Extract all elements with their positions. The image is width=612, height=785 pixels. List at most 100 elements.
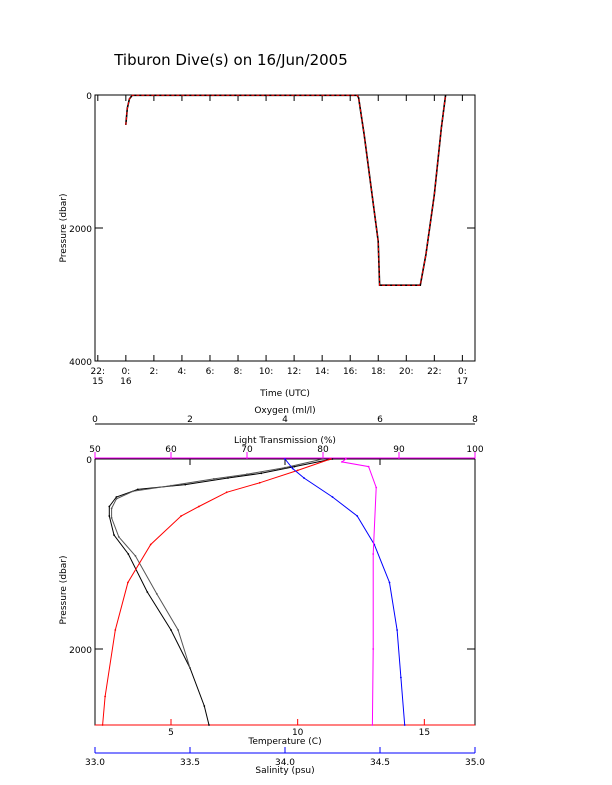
p1-xlabel: Time (UTC) <box>259 389 310 399</box>
temperature-tick-label: 10 <box>292 728 304 738</box>
oxygen-profile-point <box>212 478 215 480</box>
oxygen-profile-point <box>115 496 118 498</box>
temperature-profile-point <box>180 515 183 517</box>
oxygen-profile-point <box>127 553 130 555</box>
oxygen-profile-point <box>155 593 158 595</box>
temperature-profile-point <box>104 695 106 698</box>
light_transmission-profile-point <box>344 458 347 460</box>
p1-x-tick-label: 0: <box>121 367 130 377</box>
oxygen-profile-point <box>136 488 139 491</box>
light_transmission-profile-point <box>375 486 378 489</box>
salinity-profile-point <box>396 629 398 631</box>
p2-ticks: 0 2 4 6 8 50 60 70 80 90 100 5 10 15 33.0 33.5 34.0 34.5 3… <box>69 415 485 768</box>
oxygen-tick-label: 6 <box>377 415 383 425</box>
oxygen-profile-point <box>134 555 137 557</box>
light-transmission-tick-label: 50 <box>89 445 101 455</box>
dive-pressure-line <box>125 94 447 286</box>
pressure-time-chart: 22:150:162: 4: 6: 8: 10: 12: 14: 16: 18: 20: 22: 0:… <box>59 92 476 399</box>
oxygen-tick-label: 0 <box>92 415 98 425</box>
p1-x-tick-label: 22: <box>91 367 105 377</box>
temperature-profile-point <box>101 724 104 726</box>
salinity-axis-label: Salinity (psu) <box>255 766 314 776</box>
p1-y-tick-label: 4000 <box>69 358 92 368</box>
oxygen-profile-point <box>113 534 115 536</box>
light-transmission-tick-label: 100 <box>466 445 483 455</box>
p1-x-tick-label: 18: <box>371 367 385 377</box>
oxygen-profile-point <box>117 536 120 538</box>
oxygen-profile-point <box>284 466 286 469</box>
p1-x-tick-label: 0: <box>458 367 467 377</box>
salinity-profile-point <box>303 477 305 479</box>
oxygen-profile-point <box>115 498 118 500</box>
p2-series <box>101 458 406 726</box>
figure-title: Tiburon Dive(s) on 16/Jun/2005 <box>113 51 348 69</box>
salinity-profile-point <box>400 676 402 679</box>
light-transmission-tick-label: 90 <box>393 445 405 455</box>
oxygen-profile-point <box>184 483 187 486</box>
temperature-tick-label: 5 <box>168 728 174 738</box>
oxygen-profile-point <box>108 515 111 517</box>
salinity-tick-label: 34.5 <box>370 758 390 768</box>
temperature-axis-label: Temperature (C) <box>247 737 321 747</box>
p1-plot-frame <box>94 94 476 362</box>
temperature-profile-point <box>127 581 129 584</box>
oxygen-profile-point <box>170 629 172 631</box>
oxygen-profile-point <box>189 667 191 669</box>
oxygen-profile-point <box>246 473 248 476</box>
salinity-tick-label: 33.0 <box>85 758 105 768</box>
light_transmission-profile-line <box>340 458 377 726</box>
p1-x-tick-label-day: 16 <box>120 377 132 387</box>
light-transmission-tick-label: 70 <box>241 445 253 455</box>
p1-x-tick-label: 12: <box>287 367 301 377</box>
light_transmission-profile-point <box>341 461 343 463</box>
p1-ylabel: Pressure (dbar) <box>59 194 69 263</box>
temperature-profile-point <box>329 458 332 460</box>
p2-plot-frame <box>94 458 476 726</box>
temperature-profile-point <box>258 481 261 484</box>
light_transmission-profile-point <box>372 553 375 555</box>
oxygen-profile-point <box>177 629 180 631</box>
temperature-profile-point <box>225 491 228 494</box>
p1-x-tick-label: 6: <box>206 367 215 377</box>
oxygen-tick-label: 4 <box>282 415 288 425</box>
oxygen-profile-point <box>227 477 229 479</box>
salinity-profile-point <box>403 724 406 726</box>
p1-x-tick-label: 16: <box>343 367 357 377</box>
temperature-profile-line <box>102 458 331 726</box>
light-transmission-tick-label: 60 <box>165 445 177 455</box>
p1-x-tick-label: 10: <box>259 367 273 377</box>
temperature-profile-point <box>198 505 200 508</box>
light-transmission-tick-label: 80 <box>317 445 329 455</box>
p1-x-tick-label: 8: <box>234 367 243 377</box>
p1-x-tick-label: 2: <box>150 367 159 377</box>
salinity-tick-label: 33.5 <box>180 758 200 768</box>
p1-y-tick-label: 0 <box>86 92 92 102</box>
oxygen-profile-point <box>203 705 206 707</box>
light_transmission-profile-point <box>367 465 370 468</box>
temperature-profile-point <box>149 543 152 546</box>
dive-track-shadow <box>125 94 447 287</box>
p1-ticks: 22:150:162: 4: 6: 8: 10: 12: 14: 16: 18: 20: 22: 0:… <box>69 92 475 387</box>
p1-x-tick-label-day: 15 <box>92 377 103 387</box>
oxygen-profile-point <box>331 458 334 460</box>
salinity-profile-point <box>284 458 286 460</box>
p2-y-tick-label: 2000 <box>69 646 92 656</box>
temperature-profile-point <box>296 469 299 472</box>
p1-x-tick-label: 14: <box>315 367 329 377</box>
oxygen-profile-point <box>208 724 210 726</box>
light_transmission-profile-point <box>371 724 374 726</box>
p1-x-tick-label: 20: <box>399 367 413 377</box>
oxygen-profile-line <box>108 458 333 726</box>
p1-x-tick-label: 4: <box>178 367 187 377</box>
oxygen-profile-point <box>110 507 113 510</box>
p2-ylabel: Pressure (dbar) <box>59 556 69 625</box>
oxygen-axis-label: Oxygen (ml/l) <box>254 406 315 416</box>
salinity-profile-point <box>356 515 359 517</box>
light_transmission-profile-point <box>372 648 375 650</box>
oxygen-profile-point <box>132 490 134 493</box>
salinity-profile-point <box>388 581 391 584</box>
salinity-profile-point <box>331 496 334 498</box>
oxygen-profile-point <box>110 517 113 519</box>
p1-x-tick-label-day: 17 <box>457 377 468 387</box>
